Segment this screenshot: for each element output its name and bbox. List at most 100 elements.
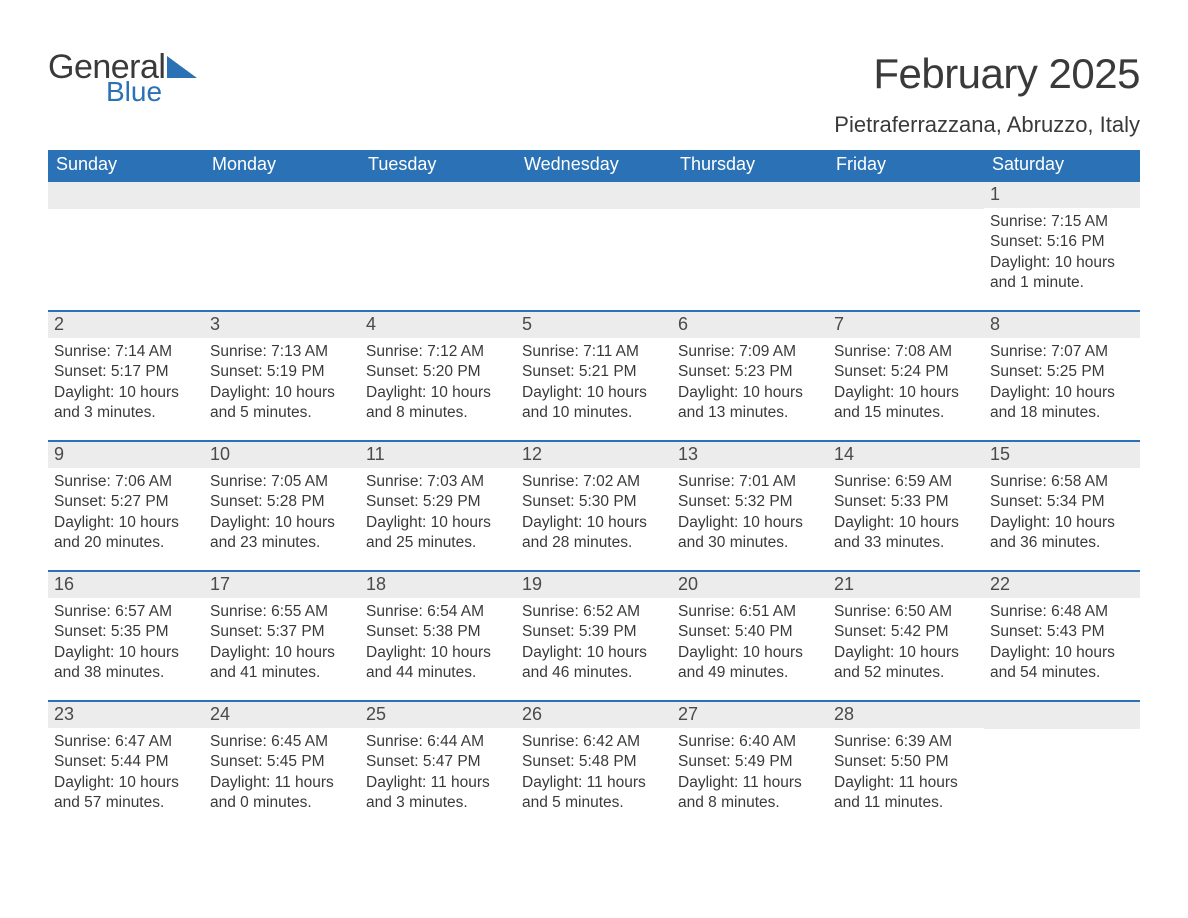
day-cell: 19Sunrise: 6:52 AMSunset: 5:39 PMDayligh…: [516, 572, 672, 690]
day-cell: 12Sunrise: 7:02 AMSunset: 5:30 PMDayligh…: [516, 442, 672, 560]
day-cell: 21Sunrise: 6:50 AMSunset: 5:42 PMDayligh…: [828, 572, 984, 690]
day-body: Sunrise: 7:01 AMSunset: 5:32 PMDaylight:…: [672, 468, 828, 554]
daylight-text: Daylight: 10 hours and 57 minutes.: [54, 773, 198, 814]
daylight-text: Daylight: 10 hours and 23 minutes.: [210, 513, 354, 554]
day-number: 26: [516, 702, 672, 728]
day-number: 12: [516, 442, 672, 468]
day-number: 4: [360, 312, 516, 338]
empty-day: [828, 182, 984, 209]
sunset-text: Sunset: 5:37 PM: [210, 622, 354, 642]
sunset-text: Sunset: 5:47 PM: [366, 752, 510, 772]
sunrise-text: Sunrise: 7:01 AM: [678, 472, 822, 492]
day-body: Sunrise: 7:09 AMSunset: 5:23 PMDaylight:…: [672, 338, 828, 424]
week-row: 9Sunrise: 7:06 AMSunset: 5:27 PMDaylight…: [48, 440, 1140, 560]
day-number: 17: [204, 572, 360, 598]
sunset-text: Sunset: 5:32 PM: [678, 492, 822, 512]
sunset-text: Sunset: 5:42 PM: [834, 622, 978, 642]
sunset-text: Sunset: 5:28 PM: [210, 492, 354, 512]
day-body: Sunrise: 6:48 AMSunset: 5:43 PMDaylight:…: [984, 598, 1140, 684]
daylight-text: Daylight: 11 hours and 11 minutes.: [834, 773, 978, 814]
day-number: 9: [48, 442, 204, 468]
week-row: 23Sunrise: 6:47 AMSunset: 5:44 PMDayligh…: [48, 700, 1140, 820]
sunset-text: Sunset: 5:20 PM: [366, 362, 510, 382]
day-cell: 26Sunrise: 6:42 AMSunset: 5:48 PMDayligh…: [516, 702, 672, 820]
sunrise-text: Sunrise: 7:02 AM: [522, 472, 666, 492]
day-cell: 3Sunrise: 7:13 AMSunset: 5:19 PMDaylight…: [204, 312, 360, 430]
sunrise-text: Sunrise: 6:51 AM: [678, 602, 822, 622]
day-body: Sunrise: 6:54 AMSunset: 5:38 PMDaylight:…: [360, 598, 516, 684]
daylight-text: Daylight: 10 hours and 52 minutes.: [834, 643, 978, 684]
day-number: 16: [48, 572, 204, 598]
day-number: 6: [672, 312, 828, 338]
day-cell: 6Sunrise: 7:09 AMSunset: 5:23 PMDaylight…: [672, 312, 828, 430]
day-cell: 11Sunrise: 7:03 AMSunset: 5:29 PMDayligh…: [360, 442, 516, 560]
day-cell: 4 Sunrise: 7:12 AMSunset: 5:20 PMDaylight…: [360, 312, 516, 430]
sunset-text: Sunset: 5:34 PM: [990, 492, 1134, 512]
day-body: Sunrise: 7:06 AMSunset: 5:27 PMDaylight:…: [48, 468, 204, 554]
sunrise-text: Sunrise: 7:12 AM: [366, 342, 510, 362]
day-body: Sunrise: 6:59 AMSunset: 5:33 PMDaylight:…: [828, 468, 984, 554]
dow-cell: Tuesday: [360, 150, 516, 180]
daylight-text: Daylight: 10 hours and 46 minutes.: [522, 643, 666, 684]
day-number: 20: [672, 572, 828, 598]
day-cell: 23Sunrise: 6:47 AMSunset: 5:44 PMDayligh…: [48, 702, 204, 820]
dow-cell: Thursday: [672, 150, 828, 180]
daylight-text: Daylight: 10 hours and 33 minutes.: [834, 513, 978, 554]
sunset-text: Sunset: 5:25 PM: [990, 362, 1134, 382]
day-number: 8: [984, 312, 1140, 338]
week-row: 1Sunrise: 7:15 AMSunset: 5:16 PMDaylight…: [48, 180, 1140, 300]
daylight-text: Daylight: 10 hours and 30 minutes.: [678, 513, 822, 554]
day-cell: 7Sunrise: 7:08 AMSunset: 5:24 PMDaylight…: [828, 312, 984, 430]
day-number: 10: [204, 442, 360, 468]
dow-cell: Wednesday: [516, 150, 672, 180]
sunset-text: Sunset: 5:24 PM: [834, 362, 978, 382]
sunset-text: Sunset: 5:44 PM: [54, 752, 198, 772]
day-body: Sunrise: 6:39 AMSunset: 5:50 PMDaylight:…: [828, 728, 984, 814]
sunrise-text: Sunrise: 7:03 AM: [366, 472, 510, 492]
day-body: Sunrise: 7:11 AMSunset: 5:21 PMDaylight:…: [516, 338, 672, 424]
sunrise-text: Sunrise: 6:50 AM: [834, 602, 978, 622]
day-number: 27: [672, 702, 828, 728]
sunset-text: Sunset: 5:23 PM: [678, 362, 822, 382]
day-body: Sunrise: 7:03 AMSunset: 5:29 PMDaylight:…: [360, 468, 516, 554]
day-cell: 10Sunrise: 7:05 AMSunset: 5:28 PMDayligh…: [204, 442, 360, 560]
daylight-text: Daylight: 10 hours and 36 minutes.: [990, 513, 1134, 554]
day-cell: [516, 182, 672, 300]
day-number: 7: [828, 312, 984, 338]
daylight-text: Daylight: 10 hours and 28 minutes.: [522, 513, 666, 554]
day-body: Sunrise: 7:07 AMSunset: 5:25 PMDaylight:…: [984, 338, 1140, 424]
daylight-text: Daylight: 10 hours and 18 minutes.: [990, 383, 1134, 424]
day-body: Sunrise: 7:05 AMSunset: 5:28 PMDaylight:…: [204, 468, 360, 554]
sunset-text: Sunset: 5:21 PM: [522, 362, 666, 382]
sunrise-text: Sunrise: 7:11 AM: [522, 342, 666, 362]
day-cell: 14Sunrise: 6:59 AMSunset: 5:33 PMDayligh…: [828, 442, 984, 560]
day-body: Sunrise: 7:02 AMSunset: 5:30 PMDaylight:…: [516, 468, 672, 554]
day-body: Sunrise: 6:52 AMSunset: 5:39 PMDaylight:…: [516, 598, 672, 684]
day-cell: [360, 182, 516, 300]
title-block: February 2025 Pietraferrazzana, Abruzzo,…: [834, 50, 1140, 138]
daylight-text: Daylight: 10 hours and 38 minutes.: [54, 643, 198, 684]
sunset-text: Sunset: 5:17 PM: [54, 362, 198, 382]
day-body: Sunrise: 6:40 AMSunset: 5:49 PMDaylight:…: [672, 728, 828, 814]
sunset-text: Sunset: 5:38 PM: [366, 622, 510, 642]
sunrise-text: Sunrise: 6:59 AM: [834, 472, 978, 492]
daylight-text: Daylight: 10 hours and 8 minutes.: [366, 383, 510, 424]
sunset-text: Sunset: 5:27 PM: [54, 492, 198, 512]
daylight-text: Daylight: 10 hours and 20 minutes.: [54, 513, 198, 554]
logo: General Blue: [48, 50, 197, 106]
logo-triangle-icon: [167, 56, 197, 82]
day-cell: 2Sunrise: 7:14 AMSunset: 5:17 PMDaylight…: [48, 312, 204, 430]
day-body: Sunrise: 6:45 AMSunset: 5:45 PMDaylight:…: [204, 728, 360, 814]
day-cell: 8Sunrise: 7:07 AMSunset: 5:25 PMDaylight…: [984, 312, 1140, 430]
day-cell: 16Sunrise: 6:57 AMSunset: 5:35 PMDayligh…: [48, 572, 204, 690]
location-subtitle: Pietraferrazzana, Abruzzo, Italy: [834, 112, 1140, 138]
day-cell: [672, 182, 828, 300]
day-cell: 24Sunrise: 6:45 AMSunset: 5:45 PMDayligh…: [204, 702, 360, 820]
sunset-text: Sunset: 5:33 PM: [834, 492, 978, 512]
day-body: Sunrise: 7:13 AMSunset: 5:19 PMDaylight:…: [204, 338, 360, 424]
sunrise-text: Sunrise: 7:09 AM: [678, 342, 822, 362]
day-number: 23: [48, 702, 204, 728]
empty-day: [984, 702, 1140, 729]
sunset-text: Sunset: 5:48 PM: [522, 752, 666, 772]
week-row: 16Sunrise: 6:57 AMSunset: 5:35 PMDayligh…: [48, 570, 1140, 690]
